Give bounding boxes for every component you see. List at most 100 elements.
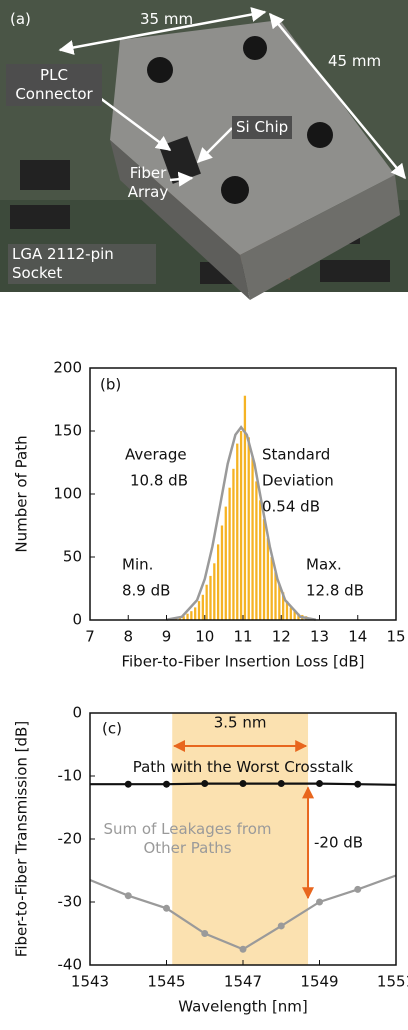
histogram-bar <box>293 609 296 620</box>
histogram-bar <box>213 563 216 620</box>
photo-label: LGA 2112-pin Socket <box>8 244 156 284</box>
y-tick-label: -20 <box>58 830 83 848</box>
y-axis-label: Fiber-to-Fiber Transmission [dB] <box>13 721 31 957</box>
fit-curve <box>166 425 316 621</box>
y-tick-label: 100 <box>53 485 82 503</box>
histogram-bar <box>232 468 235 620</box>
pointer-arrow <box>196 127 233 164</box>
x-tick-label: 13 <box>310 628 329 646</box>
annotation: Standard <box>262 446 330 464</box>
series-marker <box>239 945 247 953</box>
histogram-bar <box>243 395 247 620</box>
histogram-bar <box>297 613 300 620</box>
series-label: Sum of Leakages from Other Paths <box>103 820 272 857</box>
histogram-bar <box>178 617 182 620</box>
pointer-arrow <box>99 96 172 152</box>
histogram-bar <box>282 592 285 620</box>
histogram-bar <box>190 611 193 620</box>
histogram-bar <box>262 519 266 620</box>
x-tick-label: 9 <box>162 628 172 646</box>
y-tick-label: 0 <box>72 704 82 722</box>
histogram-bar <box>182 616 185 620</box>
annotation: Deviation <box>262 472 334 490</box>
annotation: 0.54 dB <box>262 498 320 516</box>
x-tick-label: 1543 <box>71 973 109 991</box>
panel-label: (a) <box>10 10 31 28</box>
series-marker <box>277 922 285 930</box>
annotation: 12.8 dB <box>306 582 364 600</box>
series-marker <box>277 780 285 788</box>
histogram-bar <box>270 557 273 620</box>
pointer-arrow <box>169 171 194 187</box>
photo-label: PLC Connector <box>6 64 102 106</box>
x-tick-label: 10 <box>195 628 214 646</box>
block-side <box>110 140 250 300</box>
block-front <box>240 175 400 300</box>
series-marker <box>124 892 132 900</box>
x-axis-label: Wavelength [nm] <box>178 998 308 1016</box>
x-axis-label: Fiber-to-Fiber Insertion Loss [dB] <box>121 653 364 671</box>
x-tick-label: 11 <box>233 628 252 646</box>
photo <box>0 0 408 300</box>
photo-label: Fiber Array <box>127 164 169 201</box>
series-marker <box>354 780 362 788</box>
y-tick-label: 150 <box>53 422 82 440</box>
x-tick-label: 14 <box>348 628 367 646</box>
histogram-bar <box>201 594 204 620</box>
series-label: Path with the Worst Crosstalk <box>133 758 354 776</box>
annotation: 8.9 dB <box>122 582 170 600</box>
x-tick-label: 1545 <box>147 973 185 991</box>
series-marker <box>201 930 209 937</box>
annotation: Max. <box>306 556 342 574</box>
panel-label: (b) <box>100 376 121 394</box>
histogram-bar <box>239 431 243 620</box>
x-tick-label: 1549 <box>300 973 338 991</box>
y-axis-label: Number of Path <box>13 435 31 552</box>
series-marker <box>316 898 323 906</box>
histogram-bar <box>209 575 212 620</box>
annotation: Average <box>125 446 187 464</box>
histogram-bar <box>194 607 197 620</box>
photo-label: 45 mm <box>328 52 382 70</box>
annotation: 3.5 nm <box>214 714 267 732</box>
y-tick-label: 0 <box>72 611 82 629</box>
dimension-arrow <box>269 12 406 180</box>
x-tick-label: 1551 <box>377 973 408 991</box>
x-tick-label: 1547 <box>224 973 262 991</box>
annotation: 10.8 dB <box>130 472 188 490</box>
panel-label: (c) <box>102 720 122 738</box>
annotation: -20 dB <box>314 833 363 851</box>
histogram-bar <box>197 601 201 620</box>
series-marker <box>201 780 209 788</box>
histogram-bar <box>186 613 189 620</box>
histogram-bar <box>205 584 208 620</box>
series-marker <box>316 780 323 788</box>
histogram-bar <box>251 456 254 620</box>
histogram-bar <box>274 572 277 620</box>
histogram-bar <box>278 584 281 620</box>
histogram-bar <box>220 525 224 620</box>
y-tick-label: 200 <box>53 359 82 377</box>
histogram-bar <box>216 544 220 620</box>
photo-label: 35 mm <box>140 10 194 28</box>
histogram-bar <box>266 538 270 620</box>
annotation: Min. <box>122 556 153 574</box>
x-tick-label: 15 <box>386 628 405 646</box>
histogram-bar <box>236 443 239 620</box>
y-tick-label: -40 <box>58 956 83 974</box>
histogram-bar <box>224 506 227 620</box>
series-marker <box>124 780 132 788</box>
histogram-bar <box>255 481 258 620</box>
x-tick-label: 12 <box>272 628 291 646</box>
histogram-bar <box>247 437 250 620</box>
y-tick-label: -30 <box>58 893 83 911</box>
x-tick-label: 8 <box>123 628 133 646</box>
series-marker <box>354 885 362 893</box>
histogram-bar <box>285 601 289 620</box>
series-marker <box>239 780 247 788</box>
series-marker <box>163 780 170 788</box>
histogram-bar <box>289 607 292 620</box>
dimension-arrow <box>58 7 267 55</box>
